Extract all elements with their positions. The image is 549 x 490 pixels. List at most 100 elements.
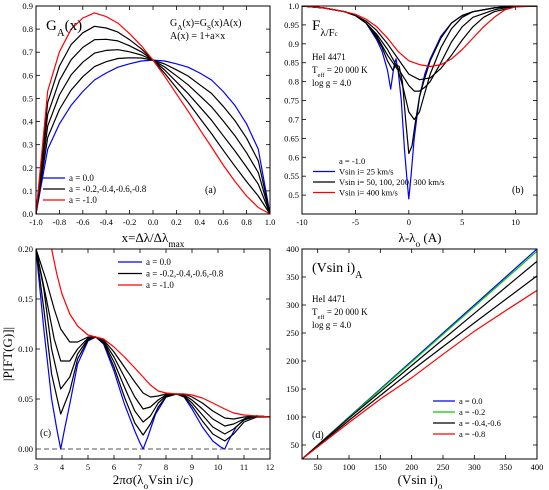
x-tick-label: 9	[190, 462, 194, 472]
y-tick-label: 0.55	[284, 171, 299, 181]
x-tick-label: -10	[296, 217, 307, 227]
x-tick-label: 150	[374, 462, 387, 472]
panel-c-ylabel: |P[FT(G)]|	[0, 327, 15, 381]
legend-label-2: a = -1.0	[69, 195, 97, 205]
panel-d-info-1: HeI 4471	[312, 294, 346, 304]
series-line-2	[302, 260, 537, 459]
series-line-5	[302, 6, 537, 68]
y-tick-label: 0.00	[18, 444, 33, 454]
y-tick-label: 0.10	[18, 344, 33, 354]
x-tick-label: 1.0	[265, 217, 276, 227]
series-line-2	[302, 6, 537, 121]
x-tick-label: 250	[437, 462, 450, 472]
x-tick-label: -0.4	[99, 217, 113, 227]
panel-a: -1.0 -0.8 -0.6 -0.4 -0.2 0.0 0.2 0.4 0.6 0.8 1.0 0.…	[22, 1, 275, 250]
y-tick-label: 0.4	[22, 117, 33, 127]
series-line-3	[302, 275, 537, 459]
y-tick-label: 0.20	[18, 244, 33, 254]
x-tick-label: 400	[531, 462, 544, 472]
y-tick-label: 0.5	[22, 93, 33, 103]
panel-c-label: (c)	[40, 428, 51, 439]
panel-a-formula-1: GA(x)=GS(x)A(x)	[170, 18, 242, 32]
panel-a-title: GA(x)	[46, 18, 82, 39]
x-tick-label: -0.8	[53, 217, 66, 227]
y-tick-label: 0.9	[22, 1, 33, 11]
panel-d-info-3: log g = 4.0	[312, 320, 352, 330]
panel-a-label: (a)	[205, 185, 216, 196]
x-tick-label: 200	[405, 462, 418, 472]
x-tick-label: 8	[164, 462, 168, 472]
y-tick-label: 0.65	[284, 133, 299, 143]
series-line-4	[302, 6, 537, 81]
panel-b: -10 -5 0 5 10 0.5 0.55 0.6 0.65 0.7 0.75 0.8 0.85 0.9…	[284, 1, 538, 250]
x-tick-label: 7	[138, 462, 142, 472]
legend-label-2: a = -1.0	[146, 280, 174, 290]
y-tick-label: 150	[286, 384, 299, 394]
x-tick-label: 50	[313, 462, 322, 472]
x-tick-label: 10	[511, 217, 520, 227]
x-tick-label: 100	[343, 462, 356, 472]
y-tick-label: 0.3	[22, 140, 33, 150]
legend-label-3: a = -0.8	[459, 429, 485, 439]
x-tick-label: 300	[468, 462, 481, 472]
plot-frame	[301, 248, 538, 460]
y-tick-label: 0.85	[284, 58, 299, 68]
x-tick-label: 12	[266, 462, 275, 472]
x-tick-label: 5	[460, 217, 464, 227]
x-tick-label: -0.2	[123, 217, 136, 227]
x-tick-label: 6	[112, 462, 116, 472]
series-line-4	[36, 249, 270, 420]
y-tick-label: 0.6	[22, 70, 33, 80]
y-tick-label: 0.8	[22, 24, 33, 34]
x-tick-label: 0.6	[218, 217, 229, 227]
legend-label-3: Vsin i= 400 km/s	[339, 188, 398, 198]
panel-d-xlabel: (Vsin i)o	[398, 472, 443, 490]
x-tick-label: 3	[34, 462, 38, 472]
series-group	[36, 249, 270, 450]
panel-d-info-2: Teff = 20 000 K	[312, 307, 368, 321]
x-tick-label: -1.0	[29, 217, 42, 227]
series-line-4	[302, 289, 537, 459]
series-line-2	[36, 249, 270, 435]
legend-label-1: Vsin i= 25 km/s	[339, 167, 394, 177]
y-tick-label: 100	[286, 412, 299, 422]
panel-b-info-1: HeI 4471	[312, 52, 346, 62]
y-tick-label: 0.5	[288, 190, 299, 200]
panel-a-xlabel: x=Δλ/Δλmax	[122, 230, 185, 250]
plot-frame	[35, 248, 271, 460]
legend-label-1: a = -0.2,-0.4,-0.6,-0.8	[69, 184, 147, 194]
x-tick-label: 0.4	[194, 217, 205, 227]
series-line-3	[36, 249, 270, 427]
x-tick-label: -0.6	[76, 217, 89, 227]
panel-d-label: (d)	[312, 430, 324, 441]
y-tick-label: 300	[286, 300, 299, 310]
y-tick-label: 350	[286, 272, 299, 282]
panel-d: 50 100 150 200 250 300 350 400 50 100 150 200 250 300…	[286, 244, 543, 490]
y-tick-label: 0.95	[284, 20, 299, 30]
x-tick-label: 4	[60, 462, 65, 472]
y-tick-label: 0.15	[18, 294, 33, 304]
y-tick-label: 1.0	[288, 1, 299, 11]
plot-frame	[301, 5, 538, 215]
panel-d-title: (Vsin i)A	[312, 261, 363, 281]
y-tick-label: 250	[286, 328, 299, 338]
y-tick-label: 0.6	[288, 152, 299, 162]
panel-a-formula-2: A(x) = 1+a×x	[170, 31, 225, 42]
legend-label-0: a = 0.0	[146, 257, 171, 267]
y-tick-label: 0.2	[22, 163, 33, 173]
panel-b-label: (b)	[512, 185, 524, 196]
x-tick-label: 0.0	[148, 217, 159, 227]
y-tick-label: 0.05	[18, 394, 33, 404]
legend-label-1: a = -0.2	[459, 407, 485, 417]
series-group	[302, 249, 537, 459]
y-tick-label: 0.9	[288, 39, 299, 49]
panel-b-info-2: Teff = 20 000 K	[312, 65, 368, 79]
legend-label-0: a = -1.0	[339, 156, 365, 166]
panel-b-title: Fλ/Fc	[312, 18, 338, 39]
panel-b-info-3: log g = 4.0	[312, 78, 352, 88]
x-tick-label: 5	[86, 462, 90, 472]
y-tick-label: 400	[286, 244, 299, 254]
x-tick-label: 11	[240, 462, 248, 472]
y-tick-label: 0.0	[22, 209, 33, 219]
